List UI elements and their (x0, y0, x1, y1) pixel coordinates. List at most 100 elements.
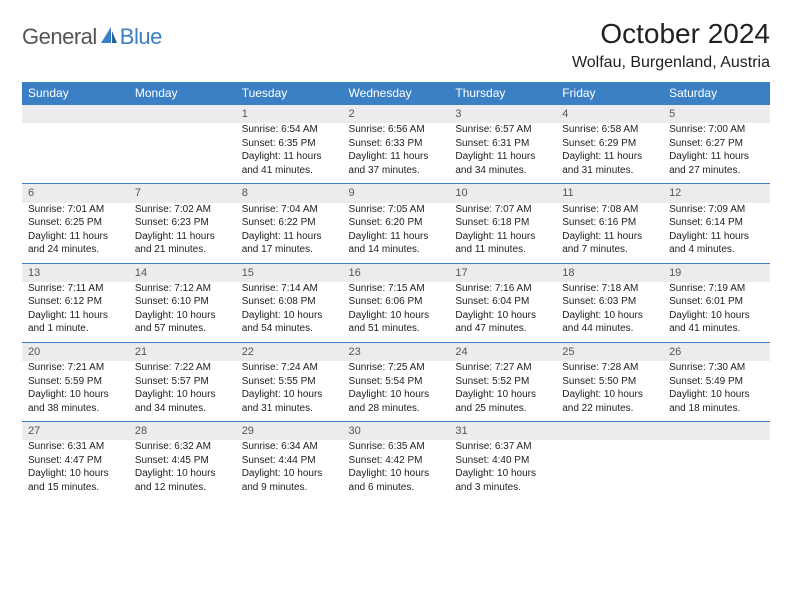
daylight-text: Daylight: 10 hours and 41 minutes. (669, 309, 764, 336)
day-number: 5 (663, 105, 770, 124)
sunrise-text: Sunrise: 7:11 AM (28, 282, 123, 296)
day-number: 12 (663, 184, 770, 203)
location: Wolfau, Burgenland, Austria (572, 54, 770, 72)
day-number: 29 (236, 422, 343, 441)
sunset-text: Sunset: 4:42 PM (349, 454, 444, 468)
day-cell: Sunrise: 7:11 AMSunset: 6:12 PMDaylight:… (22, 282, 129, 343)
day-cell: Sunrise: 7:27 AMSunset: 5:52 PMDaylight:… (449, 361, 556, 422)
day-cell: Sunrise: 7:18 AMSunset: 6:03 PMDaylight:… (556, 282, 663, 343)
sunrise-text: Sunrise: 6:57 AM (455, 123, 550, 137)
sunset-text: Sunset: 4:44 PM (242, 454, 337, 468)
daylight-text: Daylight: 10 hours and 3 minutes. (455, 467, 550, 494)
daynum-row: 12345 (22, 105, 770, 124)
sunrise-text: Sunrise: 6:32 AM (135, 440, 230, 454)
daylight-text: Daylight: 11 hours and 34 minutes. (455, 150, 550, 177)
daynum-row: 20212223242526 (22, 342, 770, 361)
daylight-text: Daylight: 11 hours and 11 minutes. (455, 230, 550, 257)
daylight-text: Daylight: 10 hours and 22 minutes. (562, 388, 657, 415)
calendar-body: 12345Sunrise: 6:54 AMSunset: 6:35 PMDayl… (22, 105, 770, 501)
day-number: 23 (343, 342, 450, 361)
day-number: 4 (556, 105, 663, 124)
sunset-text: Sunset: 6:23 PM (135, 216, 230, 230)
sunrise-text: Sunrise: 7:21 AM (28, 361, 123, 375)
day-number: 8 (236, 184, 343, 203)
sunset-text: Sunset: 4:47 PM (28, 454, 123, 468)
day-cell: Sunrise: 7:24 AMSunset: 5:55 PMDaylight:… (236, 361, 343, 422)
sunrise-text: Sunrise: 6:34 AM (242, 440, 337, 454)
day-number: 2 (343, 105, 450, 124)
sunset-text: Sunset: 5:50 PM (562, 375, 657, 389)
sunrise-text: Sunrise: 7:04 AM (242, 203, 337, 217)
day-header: Wednesday (343, 82, 450, 105)
day-cell: Sunrise: 7:00 AMSunset: 6:27 PMDaylight:… (663, 123, 770, 184)
day-cell: Sunrise: 7:09 AMSunset: 6:14 PMDaylight:… (663, 203, 770, 264)
day-number: 9 (343, 184, 450, 203)
sunset-text: Sunset: 5:59 PM (28, 375, 123, 389)
sunset-text: Sunset: 6:14 PM (669, 216, 764, 230)
sunset-text: Sunset: 6:22 PM (242, 216, 337, 230)
sunset-text: Sunset: 6:33 PM (349, 137, 444, 151)
day-cell (22, 123, 129, 184)
sunset-text: Sunset: 6:18 PM (455, 216, 550, 230)
day-cell: Sunrise: 6:57 AMSunset: 6:31 PMDaylight:… (449, 123, 556, 184)
daylight-text: Daylight: 11 hours and 21 minutes. (135, 230, 230, 257)
daynum-row: 2728293031 (22, 422, 770, 441)
day-cell: Sunrise: 7:16 AMSunset: 6:04 PMDaylight:… (449, 282, 556, 343)
day-cell: Sunrise: 7:05 AMSunset: 6:20 PMDaylight:… (343, 203, 450, 264)
daylight-text: Daylight: 11 hours and 41 minutes. (242, 150, 337, 177)
daylight-text: Daylight: 10 hours and 31 minutes. (242, 388, 337, 415)
daylight-text: Daylight: 10 hours and 34 minutes. (135, 388, 230, 415)
day-header: Monday (129, 82, 236, 105)
day-header: Sunday (22, 82, 129, 105)
sunset-text: Sunset: 4:40 PM (455, 454, 550, 468)
daylight-text: Daylight: 11 hours and 7 minutes. (562, 230, 657, 257)
day-number: 30 (343, 422, 450, 441)
day-cell: Sunrise: 7:19 AMSunset: 6:01 PMDaylight:… (663, 282, 770, 343)
day-cell: Sunrise: 6:56 AMSunset: 6:33 PMDaylight:… (343, 123, 450, 184)
week-row: Sunrise: 6:31 AMSunset: 4:47 PMDaylight:… (22, 440, 770, 500)
day-cell: Sunrise: 7:30 AMSunset: 5:49 PMDaylight:… (663, 361, 770, 422)
sunrise-text: Sunrise: 7:05 AM (349, 203, 444, 217)
sunrise-text: Sunrise: 7:01 AM (28, 203, 123, 217)
day-number: 25 (556, 342, 663, 361)
sunset-text: Sunset: 6:35 PM (242, 137, 337, 151)
sunrise-text: Sunrise: 7:09 AM (669, 203, 764, 217)
daynum-row: 6789101112 (22, 184, 770, 203)
day-number: 17 (449, 263, 556, 282)
day-number: 13 (22, 263, 129, 282)
sunset-text: Sunset: 6:01 PM (669, 295, 764, 309)
day-number: 18 (556, 263, 663, 282)
sunrise-text: Sunrise: 7:07 AM (455, 203, 550, 217)
sunrise-text: Sunrise: 7:27 AM (455, 361, 550, 375)
sunrise-text: Sunrise: 7:12 AM (135, 282, 230, 296)
sunrise-text: Sunrise: 6:54 AM (242, 123, 337, 137)
day-number: 3 (449, 105, 556, 124)
day-cell: Sunrise: 6:31 AMSunset: 4:47 PMDaylight:… (22, 440, 129, 500)
sunrise-text: Sunrise: 7:19 AM (669, 282, 764, 296)
day-number: 26 (663, 342, 770, 361)
sail-icon (99, 25, 119, 50)
day-cell: Sunrise: 7:25 AMSunset: 5:54 PMDaylight:… (343, 361, 450, 422)
sunrise-text: Sunrise: 7:16 AM (455, 282, 550, 296)
logo-general: General (22, 24, 97, 50)
day-cell (663, 440, 770, 500)
daylight-text: Daylight: 10 hours and 15 minutes. (28, 467, 123, 494)
day-cell: Sunrise: 7:07 AMSunset: 6:18 PMDaylight:… (449, 203, 556, 264)
week-row: Sunrise: 7:21 AMSunset: 5:59 PM Daylight:… (22, 361, 770, 422)
day-cell: Sunrise: 7:14 AMSunset: 6:08 PMDaylight:… (236, 282, 343, 343)
day-number: 27 (22, 422, 129, 441)
daylight-text: Daylight: 11 hours and 4 minutes. (669, 230, 764, 257)
week-row: Sunrise: 7:11 AMSunset: 6:12 PMDaylight:… (22, 282, 770, 343)
sunrise-text: Sunrise: 7:25 AM (349, 361, 444, 375)
day-number: 7 (129, 184, 236, 203)
daylight-text: Daylight: 11 hours and 24 minutes. (28, 230, 123, 257)
day-cell: Sunrise: 7:28 AMSunset: 5:50 PMDaylight:… (556, 361, 663, 422)
day-number: 15 (236, 263, 343, 282)
day-cell: Sunrise: 7:22 AMSunset: 5:57 PMDaylight:… (129, 361, 236, 422)
daylight-text: Daylight: 10 hours and 47 minutes. (455, 309, 550, 336)
sunrise-text: Sunrise: 6:37 AM (455, 440, 550, 454)
daynum-row: 13141516171819 (22, 263, 770, 282)
day-cell: Sunrise: 7:02 AMSunset: 6:23 PMDaylight:… (129, 203, 236, 264)
daylight-text: Daylight: 10 hours and 25 minutes. (455, 388, 550, 415)
daylight-text: Daylight: 11 hours and 31 minutes. (562, 150, 657, 177)
